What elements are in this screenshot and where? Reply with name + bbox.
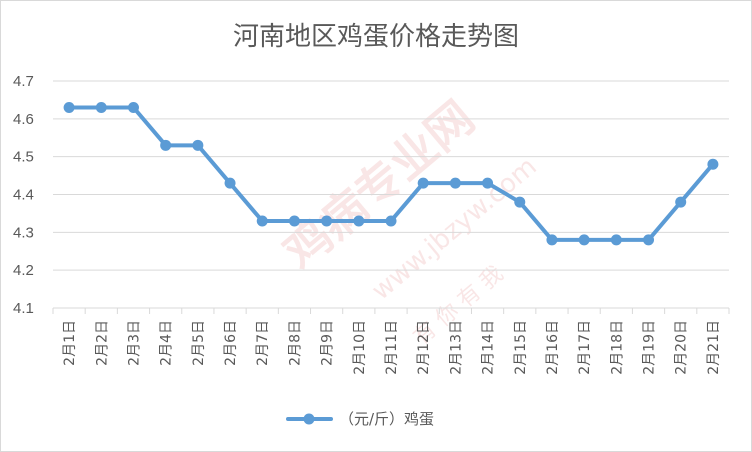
legend: （元/斤）鸡蛋 (286, 410, 434, 428)
gridlines (53, 80, 729, 309)
x-tick-label: 2月7日 (255, 320, 271, 366)
x-tick-label: 2月17日 (577, 320, 593, 375)
data-point (643, 234, 655, 246)
x-tick-label: 2月15日 (513, 320, 529, 375)
x-tick-label: 2月3日 (126, 320, 142, 366)
data-point (95, 101, 107, 113)
x-tick-label: 2月2日 (94, 320, 110, 366)
data-point (546, 234, 558, 246)
y-axis-ticks: 4.1 4.2 4.3 4.4 4.5 4.6 4.7 (13, 73, 34, 317)
x-tick-label: 2月20日 (674, 320, 690, 375)
data-point (224, 177, 236, 189)
legend-marker-swatch (303, 413, 315, 425)
data-point (449, 177, 461, 189)
x-tick-label: 2月5日 (191, 320, 207, 366)
y-tick-label: 4.7 (13, 73, 34, 90)
data-point (127, 101, 139, 113)
x-tick-label: 2月1日 (62, 320, 78, 366)
x-tick-label: 2月16日 (545, 320, 561, 375)
x-tick-label: 2月6日 (223, 320, 239, 366)
y-tick-label: 4.5 (13, 149, 34, 166)
x-tick-label: 2月21日 (706, 320, 722, 375)
y-tick-label: 4.1 (13, 300, 34, 317)
data-point (321, 215, 333, 227)
y-tick-label: 4.6 (13, 111, 34, 128)
x-tick-label: 2月11日 (384, 320, 400, 375)
data-point (578, 234, 590, 246)
data-point (675, 196, 687, 208)
x-tick-label: 2月14日 (481, 320, 497, 375)
data-point (353, 215, 365, 227)
x-tick-label: 2月9日 (320, 320, 336, 366)
series-layer (63, 101, 719, 246)
data-point (417, 177, 429, 189)
y-tick-label: 4.4 (13, 187, 34, 204)
data-point (707, 158, 719, 170)
data-point (63, 101, 75, 113)
chart-title: 河南地区鸡蛋价格走势图 (233, 22, 519, 52)
x-tick-label: 2月19日 (642, 320, 658, 375)
data-point (288, 215, 300, 227)
y-tick-label: 4.2 (13, 262, 34, 279)
x-axis-ticks: 2月1日 2月2日 2月3日 2月4日 2月5日 2月6日 2月7日 2月8日 2月9日 2月10… (52, 308, 730, 375)
x-tick-label: 2月13日 (448, 320, 464, 375)
x-tick-label: 2月4日 (159, 320, 175, 366)
data-point (482, 177, 494, 189)
x-tick-label: 2月10日 (352, 320, 368, 375)
legend-label: （元/斤）鸡蛋 (339, 410, 434, 428)
x-tick-label: 2月18日 (609, 320, 625, 375)
y-tick-label: 4.3 (13, 224, 34, 241)
x-tick-label: 2月8日 (287, 320, 303, 366)
x-tick-label: 2月12日 (416, 320, 432, 375)
data-point (192, 139, 204, 151)
data-point (385, 215, 397, 227)
data-point (160, 139, 172, 151)
data-point (256, 215, 268, 227)
data-point (610, 234, 622, 246)
data-point (514, 196, 526, 208)
